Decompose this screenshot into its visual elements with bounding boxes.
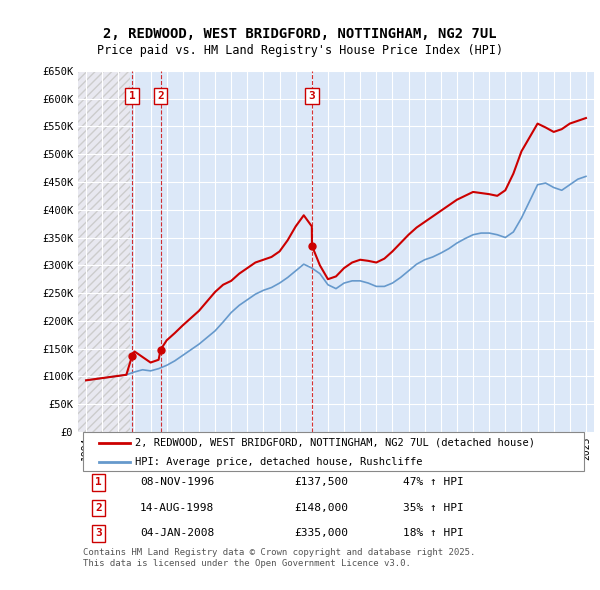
Text: 1: 1 xyxy=(129,91,136,101)
Text: £335,000: £335,000 xyxy=(295,529,349,539)
Text: 18% ↑ HPI: 18% ↑ HPI xyxy=(403,529,464,539)
FancyBboxPatch shape xyxy=(83,432,584,471)
Text: 47% ↑ HPI: 47% ↑ HPI xyxy=(403,477,464,487)
Text: HPI: Average price, detached house, Rushcliffe: HPI: Average price, detached house, Rush… xyxy=(135,457,422,467)
Text: £148,000: £148,000 xyxy=(295,503,349,513)
Text: 04-JAN-2008: 04-JAN-2008 xyxy=(140,529,214,539)
Text: £137,500: £137,500 xyxy=(295,477,349,487)
Text: 2: 2 xyxy=(157,91,164,101)
Bar xyxy=(130,71,594,432)
Text: 2, REDWOOD, WEST BRIDGFORD, NOTTINGHAM, NG2 7UL: 2, REDWOOD, WEST BRIDGFORD, NOTTINGHAM, … xyxy=(103,27,497,41)
Text: 35% ↑ HPI: 35% ↑ HPI xyxy=(403,503,464,513)
Text: Contains HM Land Registry data © Crown copyright and database right 2025.
This d: Contains HM Land Registry data © Crown c… xyxy=(83,548,476,568)
Text: 08-NOV-1996: 08-NOV-1996 xyxy=(140,477,214,487)
Text: 2, REDWOOD, WEST BRIDGFORD, NOTTINGHAM, NG2 7UL (detached house): 2, REDWOOD, WEST BRIDGFORD, NOTTINGHAM, … xyxy=(135,438,535,448)
Text: 3: 3 xyxy=(308,91,316,101)
Text: 1: 1 xyxy=(95,477,102,487)
Text: Price paid vs. HM Land Registry's House Price Index (HPI): Price paid vs. HM Land Registry's House … xyxy=(97,44,503,57)
Text: 3: 3 xyxy=(95,529,102,539)
Bar xyxy=(78,71,130,432)
Text: 14-AUG-1998: 14-AUG-1998 xyxy=(140,503,214,513)
Text: 2: 2 xyxy=(95,503,102,513)
Bar xyxy=(78,71,130,432)
